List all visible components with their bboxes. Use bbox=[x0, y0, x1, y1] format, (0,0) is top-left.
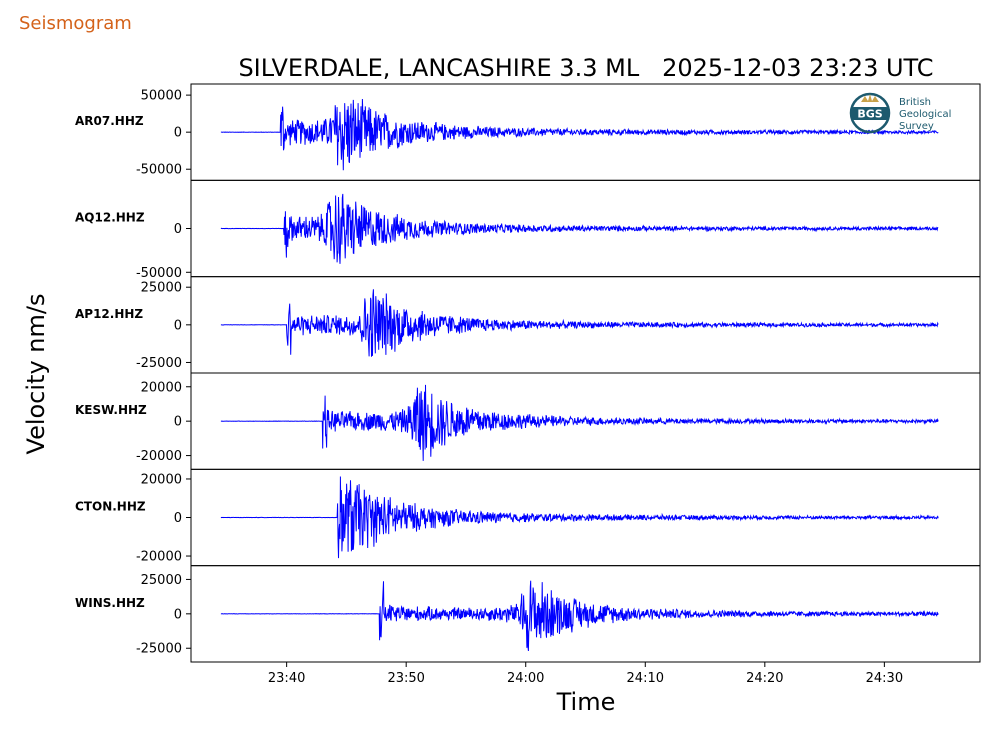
y-tick-label: -20000 bbox=[136, 449, 182, 464]
page-label: Seismogram bbox=[19, 13, 132, 34]
y-tick-label: 0 bbox=[174, 318, 182, 333]
x-tick-label: 24:20 bbox=[746, 671, 783, 686]
x-tick-label: 23:50 bbox=[387, 671, 424, 686]
waveform-ap12-hhz bbox=[220, 289, 939, 357]
station-label: AQ12.HHZ bbox=[75, 211, 145, 225]
y-tick-label: 20000 bbox=[141, 380, 182, 395]
y-tick-label: 25000 bbox=[141, 573, 182, 588]
waveform-cton-hhz bbox=[220, 476, 939, 559]
station-label: AR07.HHZ bbox=[75, 114, 144, 128]
panels: 50000 0 -50000 AR07.HHZ 0 -50000 AQ12.HHZ 25000… bbox=[75, 83, 981, 663]
y-tick-label: -25000 bbox=[136, 642, 182, 657]
y-tick-label: 0 bbox=[174, 222, 182, 237]
logo-abbrev: BGS bbox=[857, 108, 882, 121]
logo-band bbox=[852, 107, 888, 120]
x-axis: 23:40 23:50 24:00 24:10 24:20 24:30 bbox=[268, 662, 903, 686]
y-tick-label: 0 bbox=[174, 607, 182, 622]
station-label: AP12.HHZ bbox=[75, 307, 143, 321]
x-tick-label: 23:40 bbox=[268, 671, 305, 686]
station-label: CTON.HHZ bbox=[75, 500, 146, 514]
panel-ap12-hhz: 25000 0 -25000 AP12.HHZ bbox=[75, 276, 981, 374]
station-label: KESW.HHZ bbox=[75, 403, 147, 417]
waveform-kesw-hhz bbox=[220, 384, 939, 461]
panel-ar07-hhz: 50000 0 -50000 AR07.HHZ bbox=[75, 83, 981, 181]
waveform-aq12-hhz bbox=[220, 193, 939, 264]
logo-line-3: Survey bbox=[899, 121, 934, 132]
waveform-ar07-hhz bbox=[220, 98, 939, 171]
y-tick-label: -50000 bbox=[136, 163, 182, 178]
x-tick-label: 24:10 bbox=[627, 671, 664, 686]
panel-wins-hhz: 25000 0 -25000 WINS.HHZ bbox=[75, 565, 981, 663]
chart-title: SILVERDALE, LANCASHIRE 3.3 ML 2025-12-03… bbox=[238, 54, 933, 82]
logo-line-2: Geological bbox=[899, 109, 951, 120]
x-tick-label: 24:30 bbox=[866, 671, 903, 686]
y-tick-label: -20000 bbox=[136, 550, 182, 565]
y-tick-label: 0 bbox=[174, 415, 182, 430]
waveform-wins-hhz bbox=[220, 580, 939, 652]
y-tick-label: -25000 bbox=[136, 356, 182, 371]
bgs-logo: BGS British Geological Survey bbox=[849, 92, 951, 134]
y-tick-label: 25000 bbox=[141, 281, 182, 296]
y-axis-label: Velocity nm/s bbox=[22, 294, 50, 455]
logo-line-1: British bbox=[899, 97, 931, 108]
y-tick-label: 0 bbox=[174, 511, 182, 526]
y-tick-label: -50000 bbox=[136, 266, 182, 281]
station-label: WINS.HHZ bbox=[75, 596, 145, 610]
y-tick-label: 0 bbox=[174, 126, 182, 141]
panel-kesw-hhz: 20000 0 -20000 KESW.HHZ bbox=[75, 372, 981, 470]
y-tick-label: 20000 bbox=[141, 472, 182, 487]
x-axis-label: Time bbox=[556, 688, 616, 716]
panel-cton-hhz: 20000 0 -20000 CTON.HHZ bbox=[75, 468, 981, 567]
logo-crown-icon bbox=[861, 94, 879, 102]
y-tick-label: 50000 bbox=[141, 89, 182, 104]
panel-aq12-hhz: 0 -50000 AQ12.HHZ bbox=[75, 179, 981, 281]
x-tick-label: 24:00 bbox=[507, 671, 544, 686]
